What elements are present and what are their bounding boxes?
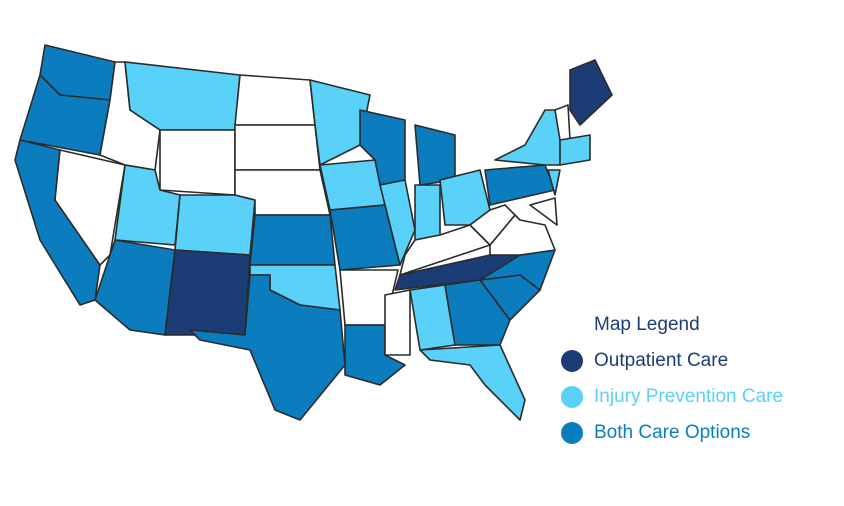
legend-label: Both Care Options [594,422,750,443]
legend-label: Outpatient Care [594,350,728,371]
us-map [14,44,613,421]
legend: Outpatient Care Injury Prevention Care Bot… [561,350,783,444]
legend-swatch [561,386,583,408]
legend-swatch [561,422,583,444]
legend-label: Injury Prevention Care [594,386,783,407]
legend-swatch [561,350,583,372]
legend-title: Map Legend [594,314,700,335]
